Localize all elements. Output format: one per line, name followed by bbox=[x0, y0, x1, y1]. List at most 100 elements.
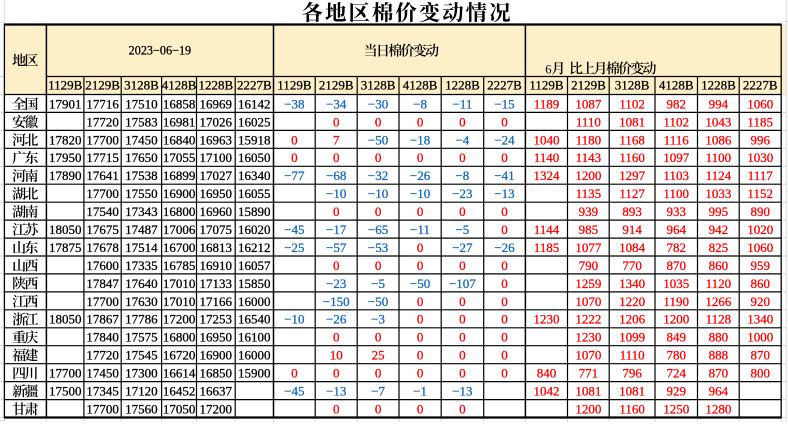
svg-text:0: 0 bbox=[459, 114, 466, 129]
svg-text:959: 959 bbox=[750, 258, 770, 273]
svg-text:−30: −30 bbox=[368, 96, 388, 111]
svg-text:1020: 1020 bbox=[747, 222, 773, 237]
svg-text:1081: 1081 bbox=[619, 384, 645, 399]
svg-text:17560: 17560 bbox=[125, 402, 158, 417]
svg-text:770: 770 bbox=[622, 258, 642, 273]
svg-text:0: 0 bbox=[375, 258, 382, 273]
svg-text:17583: 17583 bbox=[125, 114, 158, 129]
svg-text:0: 0 bbox=[501, 150, 508, 165]
svg-text:17640: 17640 bbox=[125, 276, 158, 291]
svg-text:17026: 17026 bbox=[200, 114, 233, 129]
svg-text:−10: −10 bbox=[326, 186, 346, 201]
svg-text:−32: −32 bbox=[368, 168, 388, 183]
svg-text:17166: 17166 bbox=[200, 294, 233, 309]
svg-text:1200: 1200 bbox=[575, 402, 601, 417]
svg-text:1185: 1185 bbox=[747, 114, 773, 129]
svg-text:6: 6 bbox=[545, 62, 551, 76]
svg-text:0: 0 bbox=[333, 330, 340, 345]
svg-text:16800: 16800 bbox=[163, 330, 196, 345]
svg-text:1000: 1000 bbox=[747, 330, 773, 345]
svg-text:1116: 1116 bbox=[664, 132, 690, 147]
svg-text:−68: −68 bbox=[326, 168, 346, 183]
svg-text:17010: 17010 bbox=[163, 294, 196, 309]
svg-text:17840: 17840 bbox=[86, 330, 119, 345]
svg-text:−50: −50 bbox=[368, 132, 388, 147]
svg-text:1081: 1081 bbox=[619, 114, 645, 129]
svg-text:17700: 17700 bbox=[49, 366, 82, 381]
svg-text:16720: 16720 bbox=[163, 348, 196, 363]
svg-text:1180: 1180 bbox=[576, 132, 602, 147]
svg-text:0: 0 bbox=[501, 258, 508, 273]
svg-text:0: 0 bbox=[417, 402, 424, 417]
svg-text:0: 0 bbox=[333, 114, 340, 129]
svg-text:17133: 17133 bbox=[200, 276, 233, 291]
svg-text:17720: 17720 bbox=[86, 348, 119, 363]
svg-text:2227B: 2227B bbox=[237, 78, 272, 93]
svg-text:16840: 16840 bbox=[163, 132, 196, 147]
svg-text:1230: 1230 bbox=[575, 330, 601, 345]
svg-text:1297: 1297 bbox=[619, 168, 646, 183]
svg-text:0: 0 bbox=[501, 366, 508, 381]
svg-text:16700: 16700 bbox=[163, 240, 196, 255]
svg-text:870: 870 bbox=[666, 258, 686, 273]
svg-text:914: 914 bbox=[622, 222, 642, 237]
svg-text:1228B: 1228B bbox=[445, 78, 480, 93]
svg-text:0: 0 bbox=[333, 258, 340, 273]
svg-text:16899: 16899 bbox=[163, 168, 196, 183]
svg-text:17700: 17700 bbox=[86, 294, 119, 309]
svg-text:−107: −107 bbox=[449, 276, 476, 291]
svg-text:16950: 16950 bbox=[200, 330, 233, 345]
svg-text:1200: 1200 bbox=[663, 312, 689, 327]
svg-text:16055: 16055 bbox=[238, 186, 271, 201]
svg-text:4128B: 4128B bbox=[659, 78, 694, 93]
svg-text:17514: 17514 bbox=[125, 240, 158, 255]
svg-text:17950: 17950 bbox=[49, 150, 82, 165]
svg-text:18050: 18050 bbox=[49, 222, 82, 237]
svg-text:0: 0 bbox=[375, 114, 382, 129]
svg-text:17675: 17675 bbox=[86, 222, 119, 237]
svg-text:−23: −23 bbox=[326, 276, 346, 291]
svg-text:0: 0 bbox=[291, 366, 298, 381]
svg-text:17253: 17253 bbox=[200, 312, 233, 327]
svg-text:1129B: 1129B bbox=[277, 78, 312, 93]
svg-text:16025: 16025 bbox=[238, 114, 271, 129]
svg-text:17847: 17847 bbox=[86, 276, 119, 291]
svg-text:0: 0 bbox=[417, 204, 424, 219]
svg-text:0: 0 bbox=[375, 204, 382, 219]
svg-text:1060: 1060 bbox=[747, 96, 773, 111]
svg-text:3128B: 3128B bbox=[361, 78, 396, 93]
svg-text:982: 982 bbox=[666, 96, 686, 111]
svg-text:−41: −41 bbox=[494, 168, 514, 183]
svg-text:16637: 16637 bbox=[200, 384, 233, 399]
svg-text:−53: −53 bbox=[368, 240, 388, 255]
svg-text:840: 840 bbox=[537, 366, 557, 381]
svg-text:1040: 1040 bbox=[534, 132, 560, 147]
svg-text:0: 0 bbox=[459, 258, 466, 273]
svg-text:7: 7 bbox=[333, 132, 340, 147]
svg-text:2129B: 2129B bbox=[571, 78, 606, 93]
svg-text:1220: 1220 bbox=[619, 294, 645, 309]
svg-text:1070: 1070 bbox=[575, 348, 601, 363]
svg-text:0: 0 bbox=[375, 150, 382, 165]
svg-text:825: 825 bbox=[709, 240, 729, 255]
svg-text:15918: 15918 bbox=[238, 132, 271, 147]
svg-text:1135: 1135 bbox=[576, 186, 602, 201]
svg-text:2129B: 2129B bbox=[85, 78, 120, 93]
svg-text:16540: 16540 bbox=[238, 312, 271, 327]
svg-text:−11: −11 bbox=[410, 222, 430, 237]
svg-text:17575: 17575 bbox=[125, 330, 158, 345]
svg-text:0: 0 bbox=[459, 204, 466, 219]
svg-text:2023−06−19: 2023−06−19 bbox=[129, 44, 192, 58]
svg-text:0: 0 bbox=[459, 312, 466, 327]
svg-text:995: 995 bbox=[709, 204, 729, 219]
svg-text:18050: 18050 bbox=[49, 312, 82, 327]
svg-text:1189: 1189 bbox=[534, 96, 560, 111]
svg-text:964: 964 bbox=[709, 384, 729, 399]
svg-text:17050: 17050 bbox=[163, 402, 196, 417]
svg-text:−25: −25 bbox=[284, 240, 304, 255]
svg-text:1250: 1250 bbox=[663, 402, 689, 417]
svg-text:994: 994 bbox=[709, 96, 729, 111]
svg-text:0: 0 bbox=[501, 204, 508, 219]
svg-text:16212: 16212 bbox=[238, 240, 271, 255]
svg-text:17875: 17875 bbox=[49, 240, 82, 255]
